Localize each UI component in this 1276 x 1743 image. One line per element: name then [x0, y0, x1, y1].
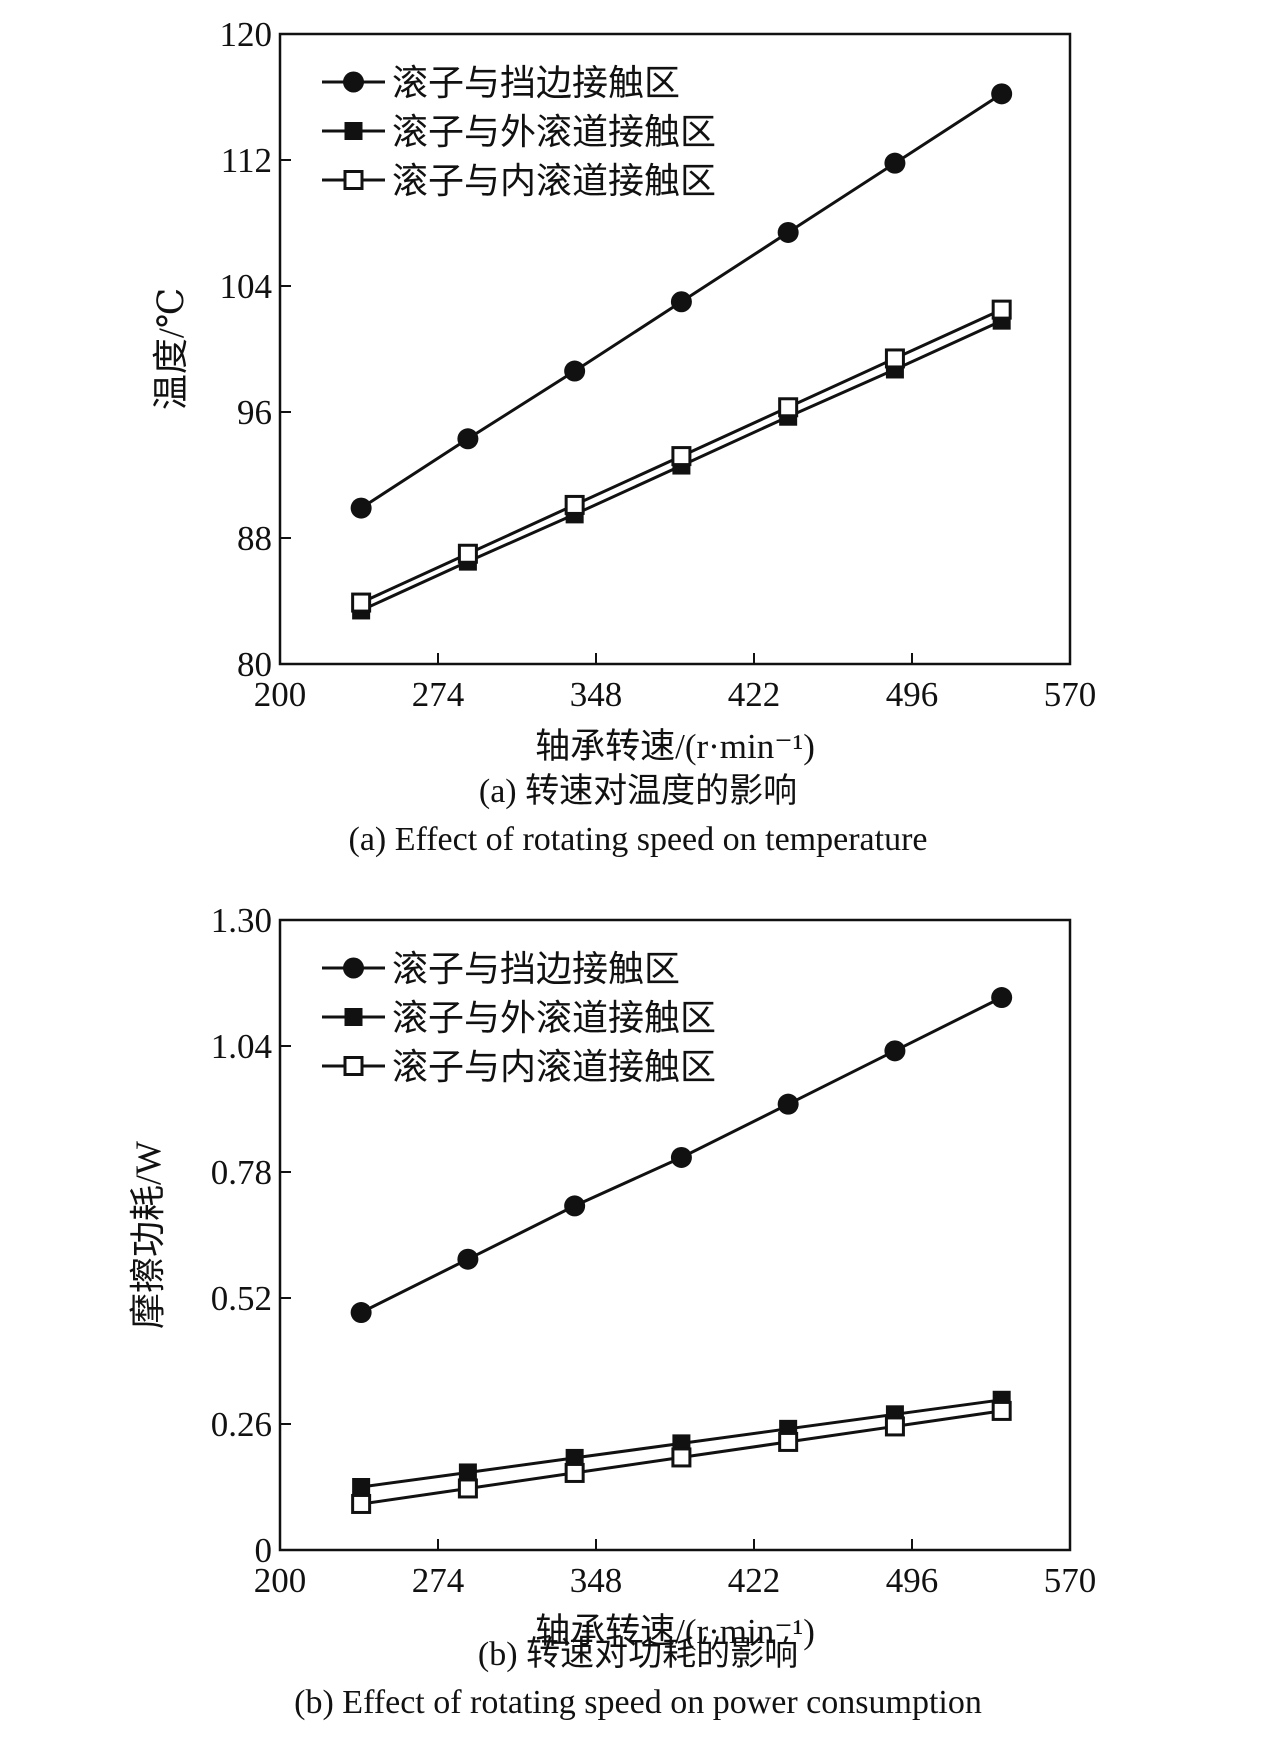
- chart-b-series-2-point: [565, 1448, 584, 1467]
- chart-a-legend-marker: [344, 122, 363, 140]
- chart-a-series-1-point: [884, 152, 906, 174]
- chart-a-series-3-point: [564, 494, 585, 515]
- chart-b-x-tick-label: 200: [254, 1561, 307, 1600]
- chart-a-series-1-point: [670, 291, 692, 313]
- chart-b-series-1-point: [457, 1248, 479, 1270]
- chart-a-series-1-point: [564, 360, 586, 382]
- chart-b-legend-label: 滚子与挡边接触区: [392, 949, 680, 989]
- chart-b-series-1-point: [350, 1302, 372, 1324]
- chart-a-x-tick-label: 570: [1044, 675, 1097, 714]
- chart-b-y-tick-label: 1.30: [211, 901, 272, 940]
- chart-b-x-tick-label: 570: [1044, 1561, 1097, 1600]
- chart-a-legend-label: 滚子与外滚道接触区: [392, 112, 716, 152]
- chart-b-series-1-point: [884, 1040, 906, 1062]
- chart-a-series-1-point: [350, 497, 372, 519]
- chart-a-legend-label: 滚子与内滚道接触区: [392, 161, 716, 201]
- chart-a-legend-marker: [343, 71, 364, 93]
- chart-b-y-tick-label: 0: [255, 1531, 273, 1570]
- chart-b-x-axis-label: 轴承转速/(r·min⁻¹): [535, 1612, 815, 1651]
- chart-a-x-axis-label: 轴承转速/(r·min⁻¹): [535, 727, 815, 766]
- chart-b-series-1-point: [777, 1093, 799, 1115]
- chart-b-y-tick-label: 0.78: [211, 1153, 272, 1192]
- chart-a-y-tick-label: 112: [221, 141, 272, 180]
- chart-b-series-3-point: [457, 1478, 478, 1499]
- chart-a-y-tick-label: 80: [237, 645, 272, 684]
- chart-b-x-tick-label: 422: [728, 1561, 781, 1600]
- chart-b-caption-en: (b) Effect of rotating speed on power co…: [294, 1684, 982, 1721]
- chart-b-series-1-point: [991, 987, 1013, 1009]
- chart-a-x-tick-label: 422: [728, 675, 781, 714]
- chart-a-x-tick-label: 200: [254, 675, 307, 714]
- chart-a-y-tick-label: 120: [220, 15, 273, 54]
- chart-b-series-3-point: [778, 1431, 799, 1452]
- chart-a-series-1-point: [777, 221, 799, 243]
- chart-a-series-1-point: [991, 83, 1013, 105]
- chart-b-y-axis-label: 摩擦功耗/W: [128, 1141, 168, 1329]
- chart-b-legend-marker: [344, 1008, 363, 1026]
- chart-b-legend-marker: [343, 957, 364, 979]
- chart-a-plot-frame: [278, 32, 1072, 666]
- chart-b-y-tick-label: 1.04: [211, 1027, 272, 1066]
- chart-b-legend-label: 滚子与外滚道接触区: [392, 998, 716, 1038]
- chart-b-x-tick-label: 496: [886, 1561, 939, 1600]
- chart-a-legend-label: 滚子与挡边接触区: [392, 63, 680, 103]
- chart-a-series-3-point: [351, 592, 372, 613]
- chart-b-x-tick-label: 348: [570, 1561, 623, 1600]
- chart-a-series-3-point: [884, 348, 905, 369]
- chart-b-legend-label: 滚子与内滚道接触区: [392, 1047, 716, 1087]
- chart-a-series-3-point: [671, 446, 692, 467]
- chart-a-y-tick-label: 104: [220, 267, 273, 306]
- chart-b-y-tick-label: 0.52: [211, 1279, 272, 1318]
- chart-b-series-3-point: [884, 1416, 905, 1437]
- chart-b-caption-cn: (b) 转速对功耗的影响: [477, 1636, 799, 1673]
- chart-b-series-2-point: [352, 1478, 371, 1496]
- chart-a-y-tick-label: 96: [237, 393, 272, 432]
- chart-a-x-tick-label: 274: [412, 675, 465, 714]
- chart-a-y-axis-label: 温度/℃: [151, 288, 191, 410]
- chart-a-y-tick-label: 88: [237, 519, 272, 558]
- chart-b-series-3-point: [564, 1462, 585, 1483]
- chart-b-series-2-point: [458, 1463, 477, 1482]
- chart-a-caption-en: (a) Effect of rotating speed on temperat…: [348, 821, 928, 858]
- chart-a-x-tick-label: 348: [570, 675, 623, 714]
- chart-a-series-3-point: [991, 299, 1012, 320]
- chart-b-series-1-point: [564, 1195, 586, 1217]
- chart-a-x-tick-label: 496: [886, 675, 939, 714]
- chart-b-series-3-point: [671, 1447, 692, 1468]
- chart-b-plot-frame: [278, 918, 1072, 1552]
- chart-b-series-1-point: [670, 1146, 692, 1168]
- chart-b-x-tick-label: 274: [412, 1561, 465, 1600]
- chart-a-series-3-point: [778, 397, 799, 418]
- chart-a-series-3-point: [457, 543, 478, 564]
- chart-b-series-3-point: [351, 1493, 372, 1514]
- chart-b-legend-marker: [343, 1056, 364, 1076]
- chart-a-legend-marker: [343, 170, 364, 190]
- chart-a-caption-cn: (a) 转速对温度的影响: [478, 773, 798, 810]
- chart-b-y-tick-label: 0.26: [211, 1405, 272, 1444]
- chart-a-series-1-point: [457, 428, 479, 450]
- chart-b-series-3-point: [991, 1400, 1012, 1421]
